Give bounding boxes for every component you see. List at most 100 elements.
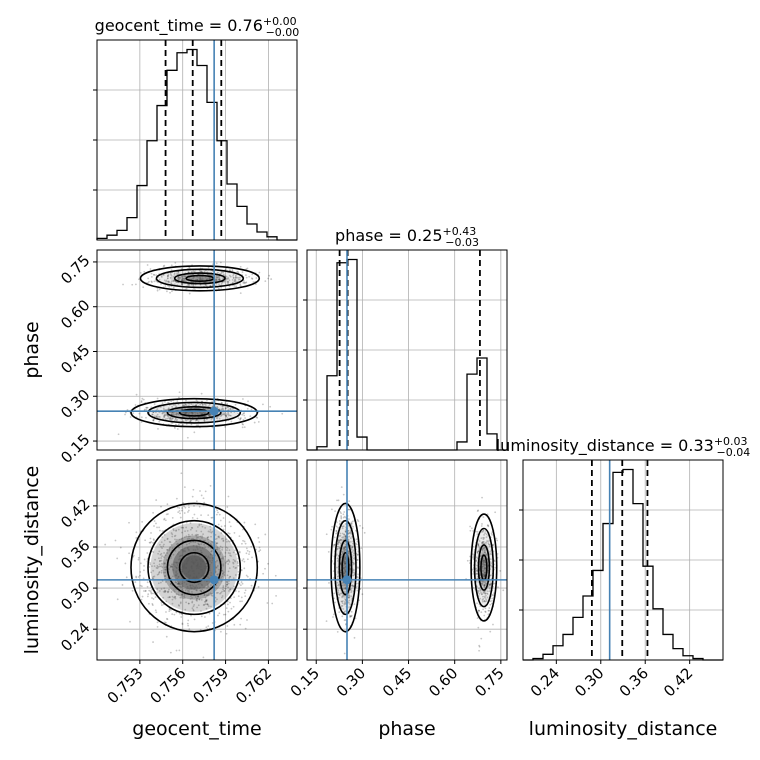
sample-point [228,532,231,535]
y-tick-label: 0.36 [57,536,93,572]
sample-point [489,583,492,586]
sample-point [483,568,486,571]
sample-point [215,542,218,545]
sample-point [176,582,179,585]
sample-point [228,577,231,579]
sample-point [331,525,333,528]
sample-point [198,276,201,279]
sample-point [347,538,350,541]
sample-point [209,413,212,416]
sample-point [137,558,140,561]
sample-point [333,613,335,616]
sample-point [155,280,158,283]
sample-point [155,566,158,569]
sample-point [164,413,166,416]
sample-point [344,535,347,538]
sample-point [334,510,337,513]
sample-point [352,545,354,548]
y-tick-label: 0.60 [57,296,93,332]
sample-point [337,539,340,542]
truth-marker [342,575,352,585]
sample-point [264,280,267,283]
sample-point [140,400,143,402]
sample-point [344,557,347,560]
sample-point [188,590,190,593]
sample-point [206,587,208,589]
sample-point [192,537,194,540]
sample-point [483,559,486,562]
sample-point [234,274,237,277]
sample-point [210,584,212,586]
sample-point [181,537,184,540]
sample-point [204,276,207,279]
sample-point [234,567,237,570]
sample-point [219,552,222,554]
sample-point [330,528,333,531]
sample-point [489,630,492,633]
sample-point [154,596,157,598]
sample-point [184,411,187,414]
sample-point [160,569,163,572]
sample-point [480,582,483,585]
sample-point [476,550,479,553]
sample-point [239,584,242,587]
sample-point [160,557,163,559]
sample-point [342,588,345,591]
y-tick-label: 0.45 [57,341,93,377]
sample-point [482,540,485,543]
sample-point [252,281,255,283]
sample-point [204,284,207,287]
sample-point [357,573,359,576]
x-tick-label: 0.762 [232,664,275,707]
sample-point [479,555,482,558]
sample-point [472,553,474,556]
sample-point [164,568,167,571]
sample-point [141,520,144,523]
sample-point [229,601,231,604]
sample-point [352,561,355,564]
sample-point [232,605,235,608]
sample-point [233,623,236,626]
sample-point [187,619,190,622]
sample-point [341,604,344,607]
sample-point [172,411,175,414]
sample-point [199,277,202,279]
sample-point [481,541,484,544]
sample-point [234,560,237,563]
sample-point [486,540,488,542]
sample-point [476,572,478,575]
histogram-step-geocent_time [96,48,297,241]
sample-point [191,516,194,519]
sample-point [194,411,197,414]
sample-point [211,622,214,624]
sample-point [338,520,341,522]
y-tick-label: 0.42 [57,495,93,531]
sample-point [152,419,155,422]
sample-point [226,402,229,405]
sample-point [168,596,171,599]
sample-point [156,567,159,570]
sample-point [229,575,232,578]
sample-point [157,415,160,418]
sample-point [154,609,157,612]
sample-point [349,615,352,618]
sample-point [162,265,165,268]
hist-panel-luminosity_distance: luminosity_distance = 0.33+0.03 −0.04 [496,435,750,661]
sample-point [222,528,225,531]
sample-point [192,404,194,407]
sample-point [149,268,152,270]
sample-point [159,406,162,409]
sample-point [476,533,479,536]
sample-point [149,541,152,544]
sample-point [342,513,345,516]
sample-point [482,575,485,578]
sample-point [231,279,234,281]
sample-point [349,531,352,534]
sample-point [150,591,152,594]
sample-point [152,551,155,553]
sample-point [343,515,346,518]
sample-point [166,277,169,280]
sample-point [480,537,483,540]
sample-point [190,538,193,540]
sample-point [158,420,161,423]
